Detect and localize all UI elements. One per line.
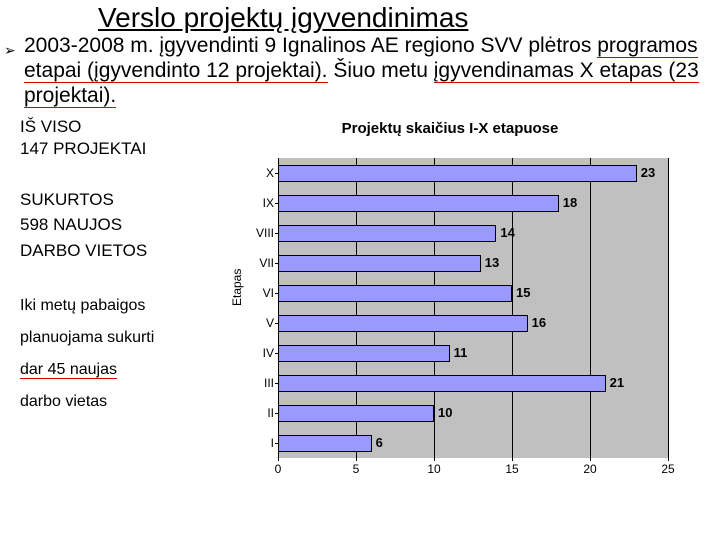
- chart-bar: [278, 315, 528, 332]
- chart-tick: [275, 443, 278, 444]
- chart-bar: [278, 195, 559, 212]
- chart-xtick-label: 10: [422, 462, 446, 476]
- chart-xtick-label: 20: [578, 462, 602, 476]
- chart-tick: [434, 458, 435, 461]
- chart-ytick-label: IV: [244, 346, 274, 360]
- chart-bar-value: 13: [485, 255, 499, 270]
- chart-tick: [275, 263, 278, 264]
- bullet-text-part: 2003-2008 m. įgyvendinti 9 Ignalinos AE …: [24, 34, 591, 57]
- chart-tick: [275, 353, 278, 354]
- chart-bar-value: 16: [532, 315, 546, 330]
- chart-ytick-label: I: [244, 436, 274, 450]
- chart-tick: [275, 413, 278, 414]
- chart-ytick-label: IX: [244, 196, 274, 210]
- chart-tick: [356, 458, 357, 461]
- chart-bar: [278, 375, 606, 392]
- chart-column: Projektų skaičius I-X etapuose Etapas 6 1…: [210, 116, 720, 486]
- chart-bar-value: 10: [438, 405, 452, 420]
- chart-tick: [590, 458, 591, 461]
- summary-line: SUKURTOS: [20, 187, 210, 213]
- chart-bar-value: 6: [376, 435, 383, 450]
- chart-bar-value: 23: [641, 165, 655, 180]
- summary-line: IŠ VISO: [20, 116, 210, 137]
- left-column: IŠ VISO 147 PROJEKTAI SUKURTOS 598 NAUJO…: [0, 116, 210, 486]
- summary-jobs: SUKURTOS 598 NAUJOS DARBO VIETOS: [20, 187, 210, 264]
- chart-bar-value: 14: [500, 225, 514, 240]
- chart-tick: [275, 203, 278, 204]
- chart-tick: [275, 323, 278, 324]
- chart-bar: [278, 405, 434, 422]
- chart-tick: [275, 383, 278, 384]
- chart-xtick-label: 15: [500, 462, 524, 476]
- content-row: IŠ VISO 147 PROJEKTAI SUKURTOS 598 NAUJO…: [0, 116, 720, 486]
- chart-bar-value: 18: [563, 195, 577, 210]
- summary-total: IŠ VISO 147 PROJEKTAI: [20, 116, 210, 159]
- chart-bar: [278, 345, 450, 362]
- chart-ytick-label: X: [244, 166, 274, 180]
- chart-plot-area: 6 10 21 11 1615 1314 18 23: [278, 158, 668, 458]
- summary-line: DARBO VIETOS: [20, 238, 210, 264]
- summary-line: 598 NAUJOS: [20, 212, 210, 238]
- chart-bar: [278, 285, 512, 302]
- chart-tick: [275, 233, 278, 234]
- plan-line: darbo vietas: [20, 393, 210, 411]
- chart-xtick-label: 25: [656, 462, 680, 476]
- chart-bar-value: 15: [516, 285, 530, 300]
- chart-bar-value: 11: [454, 345, 468, 360]
- chart-tick: [512, 458, 513, 461]
- chart-ytick-label: VI: [244, 286, 274, 300]
- chart-ytick-label: V: [244, 316, 274, 330]
- summary-line: 147 PROJEKTAI: [20, 138, 210, 159]
- chart-ytick-label: II: [244, 406, 274, 420]
- chart-bar: [278, 225, 496, 242]
- chart-ytick-label: VII: [244, 256, 274, 270]
- chart-title: Projektų skaičius I-X etapuose: [210, 116, 690, 137]
- chart-xtick-label: 5: [344, 462, 368, 476]
- bar-chart: Projektų skaičius I-X etapuose Etapas 6 1…: [210, 116, 690, 486]
- chart-gridline: [668, 158, 669, 458]
- chart-yaxis-label: Etapas: [230, 269, 244, 306]
- chart-bar: [278, 255, 481, 272]
- chart-ytick-label: III: [244, 376, 274, 390]
- chart-ytick-label: VIII: [244, 226, 274, 240]
- chart-tick: [275, 293, 278, 294]
- bullet-text: 2003-2008 m. įgyvendinti 9 Ignalinos AE …: [24, 34, 710, 108]
- chart-gridline: [590, 158, 591, 458]
- plan-line: planuojama sukurti: [20, 329, 210, 347]
- plan-line: dar 45 naujas: [20, 361, 210, 379]
- chart-xtick-label: 0: [266, 462, 290, 476]
- chart-bar: [278, 435, 372, 452]
- chart-tick: [275, 173, 278, 174]
- chart-bar-value: 21: [610, 375, 624, 390]
- bullet-marker-icon: ➢: [4, 34, 24, 59]
- bullet-item: ➢ 2003-2008 m. įgyvendinti 9 Ignalinos A…: [0, 34, 720, 108]
- chart-tick: [278, 458, 279, 461]
- chart-bar: [278, 165, 637, 182]
- plan-line: Iki metų pabaigos: [20, 297, 210, 315]
- chart-tick: [668, 458, 669, 461]
- page-title: Verslo projektų įgyvendinimas: [0, 0, 720, 34]
